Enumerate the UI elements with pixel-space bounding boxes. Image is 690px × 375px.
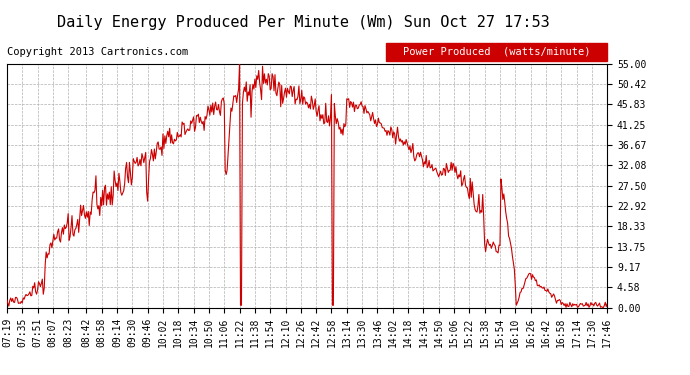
Text: Daily Energy Produced Per Minute (Wm) Sun Oct 27 17:53: Daily Energy Produced Per Minute (Wm) Su… xyxy=(57,15,550,30)
Text: Power Produced  (watts/minute): Power Produced (watts/minute) xyxy=(403,47,591,57)
Text: Copyright 2013 Cartronics.com: Copyright 2013 Cartronics.com xyxy=(7,47,188,57)
